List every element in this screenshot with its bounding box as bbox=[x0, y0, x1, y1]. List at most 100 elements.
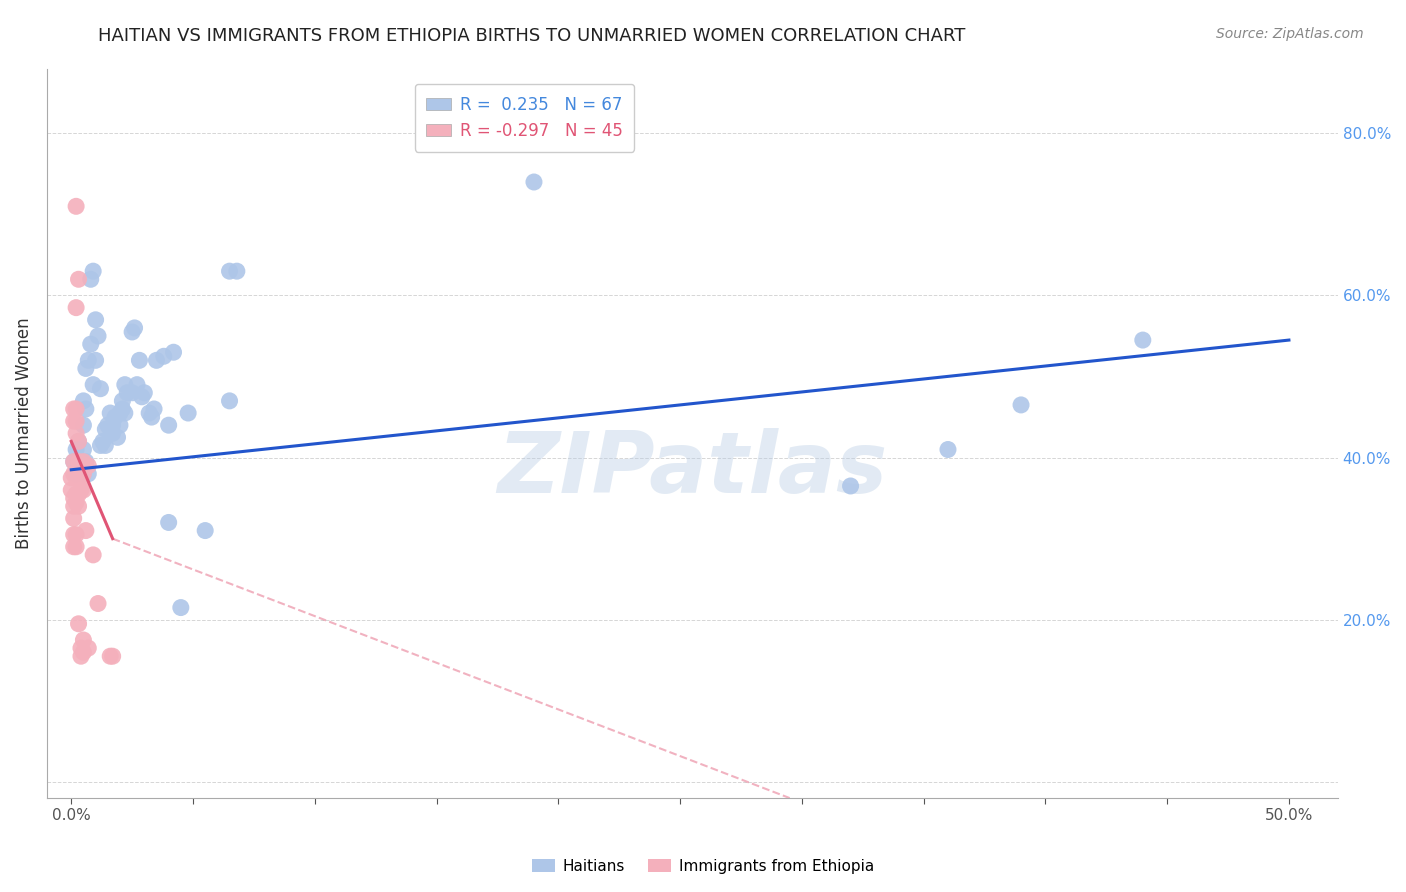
Point bbox=[89, 382, 111, 396]
Point bbox=[94, 422, 117, 436]
Point bbox=[62, 491, 84, 505]
Point bbox=[157, 418, 180, 433]
Point bbox=[138, 406, 160, 420]
Point bbox=[152, 349, 174, 363]
Point bbox=[98, 406, 121, 420]
Point bbox=[108, 418, 131, 433]
Point bbox=[1010, 398, 1032, 412]
Point bbox=[65, 401, 87, 416]
Point bbox=[70, 455, 93, 469]
Point bbox=[114, 377, 136, 392]
Point bbox=[523, 175, 546, 189]
Point bbox=[65, 467, 87, 481]
Point bbox=[72, 455, 94, 469]
Point bbox=[65, 442, 87, 457]
Text: ZIPatlas: ZIPatlas bbox=[498, 428, 887, 511]
Point bbox=[72, 442, 94, 457]
Point bbox=[65, 199, 87, 213]
Point bbox=[75, 401, 97, 416]
Point bbox=[70, 475, 93, 489]
Point bbox=[62, 401, 84, 416]
Point bbox=[77, 467, 100, 481]
Point bbox=[108, 406, 131, 420]
Point bbox=[98, 649, 121, 664]
Point bbox=[162, 345, 184, 359]
Point bbox=[177, 406, 200, 420]
Point bbox=[87, 329, 110, 343]
Point bbox=[101, 418, 124, 433]
Point bbox=[67, 500, 90, 514]
Point bbox=[72, 645, 94, 659]
Point bbox=[94, 438, 117, 452]
Point bbox=[97, 418, 120, 433]
Point bbox=[101, 649, 124, 664]
Point bbox=[111, 401, 134, 416]
Point bbox=[131, 390, 153, 404]
Point bbox=[70, 649, 93, 664]
Point bbox=[82, 548, 104, 562]
Point bbox=[62, 527, 84, 541]
Point bbox=[84, 353, 107, 368]
Point bbox=[72, 483, 94, 497]
Point bbox=[82, 264, 104, 278]
Point bbox=[107, 430, 129, 444]
Point bbox=[62, 455, 84, 469]
Point bbox=[65, 426, 87, 441]
Point bbox=[82, 377, 104, 392]
Point bbox=[134, 385, 156, 400]
Point bbox=[72, 467, 94, 481]
Point bbox=[65, 487, 87, 501]
Point bbox=[67, 434, 90, 449]
Point bbox=[62, 467, 84, 481]
Point bbox=[170, 600, 193, 615]
Point bbox=[70, 641, 93, 656]
Point bbox=[145, 353, 167, 368]
Point bbox=[80, 337, 103, 351]
Point bbox=[84, 313, 107, 327]
Point bbox=[70, 483, 93, 497]
Point bbox=[60, 483, 83, 497]
Point bbox=[67, 616, 90, 631]
Y-axis label: Births to Unmarried Women: Births to Unmarried Women bbox=[15, 318, 32, 549]
Point bbox=[62, 414, 84, 428]
Point bbox=[1132, 333, 1154, 347]
Text: HAITIAN VS IMMIGRANTS FROM ETHIOPIA BIRTHS TO UNMARRIED WOMEN CORRELATION CHART: HAITIAN VS IMMIGRANTS FROM ETHIOPIA BIRT… bbox=[98, 27, 966, 45]
Legend: Haitians, Immigrants from Ethiopia: Haitians, Immigrants from Ethiopia bbox=[526, 853, 880, 880]
Point bbox=[124, 321, 146, 335]
Legend: R =  0.235   N = 67, R = -0.297   N = 45: R = 0.235 N = 67, R = -0.297 N = 45 bbox=[415, 84, 634, 152]
Point bbox=[65, 527, 87, 541]
Point bbox=[75, 361, 97, 376]
Point bbox=[62, 500, 84, 514]
Point bbox=[72, 467, 94, 481]
Point bbox=[104, 410, 127, 425]
Point bbox=[128, 353, 150, 368]
Point bbox=[194, 524, 217, 538]
Point bbox=[98, 422, 121, 436]
Point bbox=[67, 455, 90, 469]
Point bbox=[87, 597, 110, 611]
Point bbox=[121, 385, 143, 400]
Point bbox=[89, 438, 111, 452]
Point bbox=[67, 487, 90, 501]
Point bbox=[75, 458, 97, 473]
Point bbox=[141, 410, 163, 425]
Point bbox=[117, 385, 139, 400]
Point bbox=[65, 540, 87, 554]
Point bbox=[65, 495, 87, 509]
Point bbox=[77, 458, 100, 473]
Text: Source: ZipAtlas.com: Source: ZipAtlas.com bbox=[1216, 27, 1364, 41]
Point bbox=[67, 458, 90, 473]
Point bbox=[75, 524, 97, 538]
Point bbox=[125, 377, 148, 392]
Point bbox=[218, 264, 240, 278]
Point bbox=[65, 301, 87, 315]
Point bbox=[65, 467, 87, 481]
Point bbox=[75, 455, 97, 469]
Point bbox=[101, 426, 124, 441]
Point bbox=[143, 401, 166, 416]
Point bbox=[62, 511, 84, 525]
Point bbox=[77, 353, 100, 368]
Point bbox=[65, 414, 87, 428]
Point bbox=[62, 540, 84, 554]
Point bbox=[67, 272, 90, 286]
